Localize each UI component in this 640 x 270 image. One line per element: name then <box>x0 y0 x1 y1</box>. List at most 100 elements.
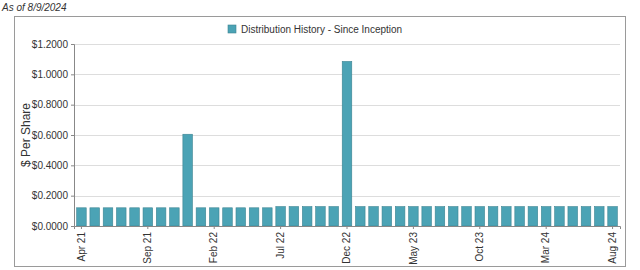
bar <box>488 207 498 226</box>
tick: $1.0000 <box>32 69 74 80</box>
tick: Apr 21 <box>76 226 87 261</box>
tick-label: $1.2000 <box>32 39 69 50</box>
tick-mark <box>71 135 74 136</box>
bar <box>475 207 485 226</box>
bar <box>435 207 445 226</box>
tick: Jul 22 <box>275 226 286 259</box>
tick-mark <box>71 165 74 166</box>
tick: Oct 23 <box>474 226 485 261</box>
tick-mark <box>413 226 414 229</box>
axis-line <box>71 45 75 227</box>
tick-label: Sep 21 <box>142 232 153 264</box>
legend-swatch <box>228 25 236 33</box>
tick: Sep 21 <box>142 226 153 264</box>
tick-mark <box>347 226 348 229</box>
bar <box>329 207 339 226</box>
tick-mark <box>612 226 613 229</box>
bar <box>143 208 153 226</box>
tick-label: Mar 24 <box>540 232 551 264</box>
bar <box>515 207 525 226</box>
bar <box>223 208 233 226</box>
bar <box>502 207 512 226</box>
frame <box>15 17 626 267</box>
tick: Mar 24 <box>540 226 551 263</box>
tick-label: $0.0000 <box>32 221 69 232</box>
bar <box>528 207 538 226</box>
tick-label: Oct 23 <box>474 232 485 262</box>
tick: $0.2000 <box>32 190 74 201</box>
tick: Dec 22 <box>341 226 352 264</box>
x-axis: Apr 21 Sep 21 Feb 22 Jul 22 Dec 22 May 23 Oct … <box>75 226 621 265</box>
bar <box>568 207 578 226</box>
bar <box>156 208 166 226</box>
grid-line <box>74 44 620 45</box>
bar <box>595 207 605 226</box>
tick-mark <box>280 226 281 229</box>
bar <box>103 208 113 226</box>
tick-mark <box>71 196 74 197</box>
tick: $0.4000 <box>32 160 74 171</box>
tick: Aug 24 <box>607 226 618 264</box>
bar <box>116 208 126 226</box>
legend-label: Distribution History - Since Inception <box>241 24 402 35</box>
bar <box>90 208 100 226</box>
tick-label: $1.0000 <box>32 69 69 80</box>
tick-label: $0.4000 <box>32 160 69 171</box>
tick-label: Aug 24 <box>607 232 618 264</box>
bar <box>448 207 458 226</box>
tick-label: $0.6000 <box>32 130 69 141</box>
tick-label: $0.8000 <box>32 99 69 110</box>
tick-label: Apr 21 <box>76 232 87 262</box>
bar <box>355 207 365 226</box>
bar <box>369 207 379 226</box>
bar <box>130 208 140 226</box>
bar <box>316 207 326 226</box>
bar <box>276 207 286 226</box>
tick-mark <box>214 226 215 229</box>
tick-label: May 23 <box>408 232 419 265</box>
bar <box>170 208 180 226</box>
axis-title: $ Per Share <box>19 103 33 167</box>
tick: May 23 <box>408 226 419 265</box>
bar <box>608 207 618 226</box>
bar <box>422 207 432 226</box>
bar <box>581 207 591 226</box>
tick-mark <box>81 226 82 229</box>
tick-mark <box>546 226 547 229</box>
bar <box>263 208 273 226</box>
tick-mark <box>147 226 148 229</box>
bar <box>209 208 219 226</box>
annotation: As of 8/9/2024 <box>1 2 67 13</box>
bar <box>462 207 472 226</box>
tick-label: Dec 22 <box>341 232 352 264</box>
bars <box>77 61 618 226</box>
tick-mark <box>71 226 74 227</box>
tick: $0.0000 <box>32 221 74 232</box>
legend: Distribution History - Since Inception <box>228 24 402 35</box>
tick: $0.6000 <box>32 130 74 141</box>
tick-mark <box>71 105 74 106</box>
tick-label: Feb 22 <box>208 232 219 264</box>
bar <box>409 207 419 226</box>
y-axis: $0.0000 $0.2000 $0.4000 $0.6000 $0.8000 $1.00… <box>32 39 75 232</box>
tick-mark <box>71 74 74 75</box>
bar <box>342 61 352 226</box>
bar <box>302 207 312 226</box>
chart: As of 8/9/2024 $0.0000 $0.2000 $0.4000 $0.60… <box>0 0 640 270</box>
bar <box>555 207 565 226</box>
axis-line <box>75 227 621 230</box>
bar <box>183 134 193 226</box>
tick: Feb 22 <box>208 226 219 263</box>
bar <box>236 208 246 226</box>
tick: $1.2000 <box>32 39 74 50</box>
tick: $0.8000 <box>32 99 74 110</box>
bar <box>196 208 206 226</box>
bar <box>289 207 299 226</box>
bar <box>77 208 87 226</box>
bar <box>249 208 259 226</box>
tick-label: $0.2000 <box>32 190 69 201</box>
tick-label: Jul 22 <box>275 232 286 259</box>
tick-mark <box>71 44 74 45</box>
tick-mark <box>479 226 480 229</box>
bar <box>395 207 405 226</box>
